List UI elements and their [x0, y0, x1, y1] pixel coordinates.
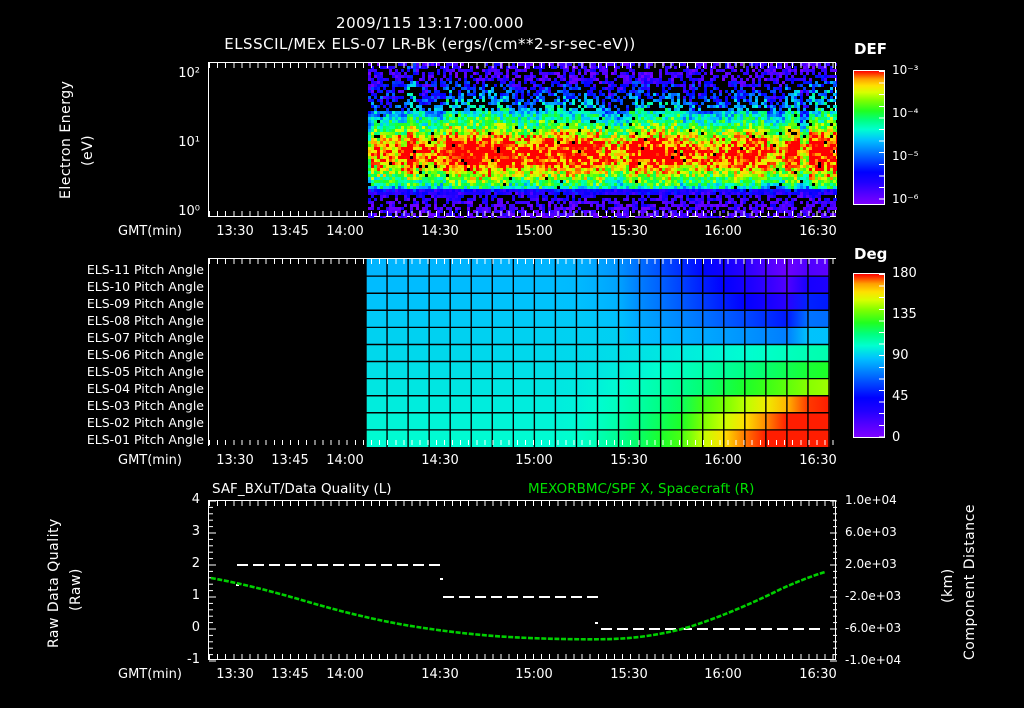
- pitch-row-label-els03: ELS-03 Pitch Angle: [86, 398, 204, 413]
- deg-colorbar[interactable]: [853, 273, 885, 438]
- timeseries-right-ytick-2e3: 2.0e+03: [845, 557, 897, 571]
- spectrogram-xtick-1400: 14:00: [326, 224, 364, 239]
- timeseries-left-ytick-3: 3: [191, 524, 200, 539]
- deg-colorbar-tick-45: 45: [892, 389, 909, 404]
- timeseries-title-right: MEXORBMC/SPF X, Spacecraft (R): [528, 481, 755, 497]
- timeseries-right-ytick-neg6e3: -6.0e+03: [845, 621, 902, 635]
- pitch-xtick-1430: 14:30: [421, 453, 459, 468]
- spectrogram-xtick-1330: 13:30: [216, 224, 254, 239]
- spectrogram-xtick-1500: 15:00: [515, 224, 553, 239]
- timeseries-xtick-1345: 13:45: [271, 667, 309, 682]
- timeseries-plot: [209, 500, 837, 662]
- spectrogram-ytick-100: 10²: [178, 66, 200, 81]
- electron-energy-spectrogram-panel[interactable]: [208, 62, 837, 218]
- timeseries-left-ytick-neg1: -1: [187, 652, 200, 667]
- pitch-angle-image: [209, 259, 837, 447]
- timeseries-left-ytick-0: 0: [191, 620, 200, 635]
- pitch-xtick-1400: 14:00: [326, 453, 364, 468]
- timeseries-xtick-1400: 14:00: [326, 667, 364, 682]
- timeseries-right-ticks: [830, 500, 837, 662]
- component-distance-series: [210, 570, 826, 641]
- def-colorbar-tick-1e-4: 10⁻⁴: [892, 106, 919, 120]
- pitch-row-label-els04: ELS-04 Pitch Angle: [86, 381, 204, 396]
- pitch-row-label-els09: ELS-09 Pitch Angle: [86, 296, 204, 311]
- timeseries-xtick-1500: 15:00: [515, 667, 553, 682]
- pitch-row-label-els05: ELS-05 Pitch Angle: [86, 364, 204, 379]
- def-colorbar-ticks: [879, 71, 885, 204]
- deg-colorbar-ticks: [879, 274, 885, 437]
- pitch-xaxis-label: GMT(min): [118, 453, 182, 468]
- pitch-row-label-els06: ELS-06 Pitch Angle: [86, 347, 204, 362]
- timeseries-left-ylabel-line2: (Raw): [68, 568, 84, 612]
- def-colorbar-tick-1e-5: 10⁻⁵: [892, 149, 919, 163]
- timeseries-right-ylabel-line2: (km): [940, 568, 956, 604]
- data-quality-distance-panel[interactable]: [208, 500, 837, 662]
- spectrogram-xtick-1630: 16:30: [799, 224, 837, 239]
- pitch-row-label-els07: ELS-07 Pitch Angle: [86, 330, 204, 345]
- deg-colorbar-tick-90: 90: [892, 348, 909, 363]
- def-colorbar[interactable]: [853, 70, 885, 205]
- spectrogram-ytick-10: 10¹: [178, 135, 200, 150]
- timeseries-left-ytick-1: 1: [191, 588, 200, 603]
- data-quality-outlier-points: [236, 578, 598, 624]
- timeseries-xtick-1530: 15:30: [610, 667, 648, 682]
- spectrogram-xtick-1345: 13:45: [271, 224, 309, 239]
- timeseries-xtick-1600: 16:00: [704, 667, 742, 682]
- timeseries-title-left: SAF_BXuT/Data Quality (L): [212, 481, 392, 497]
- timeseries-right-ytick-1e4: 1.0e+04: [845, 493, 897, 507]
- timeseries-left-ytick-2: 2: [191, 556, 200, 571]
- timeseries-right-ylabel: Component Distance: [962, 500, 980, 665]
- pitch-row-label-els08: ELS-08 Pitch Angle: [86, 313, 204, 328]
- spectrogram-xtick-1530: 15:30: [610, 224, 648, 239]
- timeseries-left-ytick-4: 4: [191, 492, 200, 507]
- timeseries-right-ylabel-units: (km): [940, 556, 958, 616]
- page-title-timestamp: 2009/115 13:17:00.000: [336, 14, 524, 32]
- pitch-xtick-1530: 15:30: [610, 453, 648, 468]
- timeseries-xtick-1330: 13:30: [216, 667, 254, 682]
- def-colorbar-tick-1e-3: 10⁻³: [892, 63, 919, 77]
- timeseries-right-ytick-neg2e3: -2.0e+03: [845, 589, 902, 603]
- data-quality-series: [237, 564, 821, 630]
- timeseries-xtick-1630: 16:30: [799, 667, 837, 682]
- spectrogram-image: [209, 63, 837, 218]
- spectrogram-xtick-1430: 14:30: [421, 224, 459, 239]
- timeseries-right-ytick-6e3: 6.0e+03: [845, 525, 897, 539]
- pitch-xtick-1345: 13:45: [271, 453, 309, 468]
- deg-colorbar-tick-0: 0: [892, 430, 901, 445]
- pitch-row-label-els02: ELS-02 Pitch Angle: [86, 415, 204, 430]
- pitch-xtick-1500: 15:00: [515, 453, 553, 468]
- deg-colorbar-title: Deg: [854, 245, 888, 263]
- deg-colorbar-tick-180: 180: [892, 266, 917, 281]
- timeseries-xaxis-label: GMT(min): [118, 667, 182, 682]
- def-colorbar-tick-1e-6: 10⁻⁶: [892, 192, 919, 206]
- pitch-row-label-els10: ELS-10 Pitch Angle: [86, 279, 204, 294]
- pitch-row-label-els01: ELS-01 Pitch Angle: [86, 432, 204, 447]
- spectrogram-ylabel-units: (eV): [80, 120, 98, 180]
- spectrogram-ytick-1: 10⁰: [178, 204, 200, 219]
- def-colorbar-title: DEF: [854, 40, 887, 58]
- timeseries-left-ticks: [209, 500, 216, 662]
- pitch-xtick-1330: 13:30: [216, 453, 254, 468]
- timeseries-right-ylabel-line1: Component Distance: [962, 504, 978, 661]
- page-title-dataset: ELSSCIL/MEx ELS-07 LR-Bk (ergs/(cm**2-sr…: [224, 35, 636, 53]
- timeseries-right-ytick-neg1e4: -1.0e+04: [845, 653, 902, 667]
- spectrogram-xaxis-label: GMT(min): [118, 224, 182, 239]
- deg-colorbar-tick-135: 135: [892, 307, 917, 322]
- spectrogram-ylabel-line1: Electron Energy: [58, 80, 74, 200]
- timeseries-left-ylabel-line1: Raw Data Quality: [46, 518, 62, 648]
- spectrogram-xtick-1600: 16:00: [704, 224, 742, 239]
- pitch-row-label-els11: ELS-11 Pitch Angle: [86, 262, 204, 277]
- pitch-angle-panel[interactable]: [208, 258, 837, 447]
- pitch-xtick-1600: 16:00: [704, 453, 742, 468]
- timeseries-left-ylabel: Raw Data Quality: [46, 508, 64, 658]
- timeseries-xtick-1430: 14:30: [421, 667, 459, 682]
- pitch-xtick-1630: 16:30: [799, 453, 837, 468]
- spectrogram-ylabel-line2: (eV): [80, 134, 96, 166]
- spectrogram-ylabel: Electron Energy: [58, 60, 76, 220]
- timeseries-left-ylabel-units: (Raw): [68, 560, 86, 620]
